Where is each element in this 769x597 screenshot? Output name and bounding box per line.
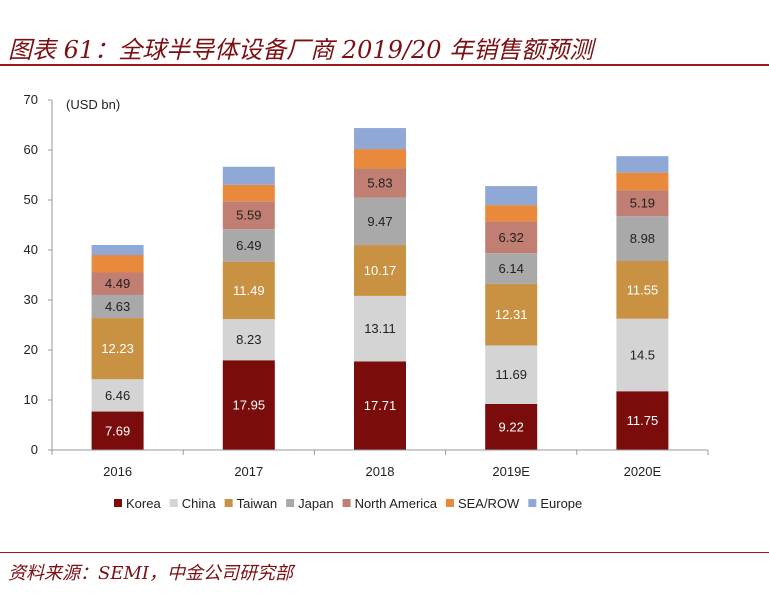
data-label: 9.22 (499, 419, 524, 434)
data-label: 8.23 (236, 332, 261, 347)
bar-segment (91, 245, 144, 255)
data-label: 11.49 (233, 283, 265, 298)
bar-segment (616, 318, 669, 392)
y-axis: 0 10 20 30 40 50 60 70 (24, 92, 53, 457)
legend-label: Europe (540, 496, 582, 511)
footer-divider (0, 552, 769, 553)
data-label: 11.69 (495, 367, 527, 382)
data-label: 5.19 (630, 196, 655, 211)
bar-segment (485, 345, 538, 404)
y-tick-label: 50 (24, 192, 38, 207)
chart-title: 图表 61：全球半导体设备厂商 2019/20 年销售额预测 (8, 36, 594, 64)
legend: Korea China Taiwan Japan North America SEA/RO… (114, 496, 582, 511)
bar-segment (616, 172, 669, 191)
legend-label: Japan (298, 496, 333, 511)
x-axis: 2016 2017 2018 2019E 2020E (51, 449, 709, 479)
data-label: 12.31 (495, 307, 528, 322)
data-label: 12.23 (101, 341, 134, 356)
data-label: 8.98 (630, 231, 655, 246)
legend-swatch (169, 499, 178, 507)
x-tick-label: 2018 (366, 464, 395, 479)
bar-segment (354, 197, 406, 246)
x-tick-label: 2017 (234, 464, 263, 479)
y-tick-label: 60 (24, 142, 38, 157)
bar-segment (222, 201, 275, 230)
bar-segment (91, 255, 144, 273)
bar-segment (222, 261, 275, 320)
y-tick-label: 70 (24, 92, 38, 107)
data-label: 6.49 (236, 238, 261, 253)
legend-label: Taiwan (237, 496, 277, 511)
bar-segment (91, 318, 144, 380)
bar-segment (616, 261, 669, 319)
data-labels: 7.69 6.46 12.23 4.63 4.49 17.95 8.23 11.49 6.49 5… (101, 176, 658, 439)
bar-segment (616, 190, 669, 217)
data-label: 17.71 (364, 398, 397, 413)
bar-segment (91, 294, 144, 319)
bar-segment (616, 391, 669, 450)
y-tick-label: 10 (24, 392, 38, 407)
data-label: 4.49 (105, 276, 130, 291)
legend-swatch (224, 499, 233, 507)
legend-swatch (445, 499, 454, 507)
bar-segment (616, 216, 669, 261)
bar-segment (485, 205, 538, 222)
bar-segment (354, 295, 406, 362)
data-label: 5.83 (367, 176, 392, 191)
legend-swatch (286, 499, 295, 507)
data-label: 7.69 (105, 423, 130, 438)
data-label: 6.14 (499, 261, 524, 276)
stacked-bar-chart: 0 10 20 30 40 50 60 70 (USD bn) 7.69 6.46 12.23 4.… (24, 92, 709, 511)
data-label: 5.59 (236, 208, 261, 223)
data-label: 10.17 (364, 263, 397, 278)
title-divider (0, 64, 769, 66)
bar-segment (485, 221, 538, 254)
bar-segment (354, 149, 406, 169)
legend-swatch (114, 499, 122, 507)
x-tick-label: 2019E (492, 464, 530, 479)
unit-label: (USD bn) (66, 97, 120, 112)
bar-segment (91, 379, 144, 412)
x-tick-label: 2020E (624, 464, 662, 479)
bar-segment (354, 128, 406, 150)
y-tick-label: 30 (24, 292, 38, 307)
bar-segment (222, 360, 275, 450)
legend-swatch (528, 499, 537, 507)
data-label: 13.11 (364, 321, 396, 336)
legend-swatch (342, 499, 351, 507)
data-label: 11.75 (627, 413, 659, 428)
data-label: 14.5 (630, 348, 655, 363)
bar-segment (354, 245, 406, 296)
bar-segment (222, 166, 275, 185)
bar-segment (91, 272, 144, 295)
bars (91, 128, 669, 450)
bar-segment (222, 184, 275, 202)
legend-label: China (182, 496, 217, 511)
bar-segment (485, 186, 538, 206)
bar-segment (354, 168, 406, 198)
bar-segment (222, 319, 275, 361)
data-label: 9.47 (367, 214, 392, 229)
bar-segment (91, 411, 144, 450)
bar-segment (616, 156, 669, 173)
data-label: 6.32 (499, 230, 524, 245)
y-tick-label: 0 (31, 442, 38, 457)
bar-segment (354, 361, 406, 450)
data-label: 11.55 (627, 282, 659, 297)
data-label: 6.46 (105, 388, 130, 403)
bar-segment (485, 283, 538, 346)
data-label: 4.63 (105, 299, 130, 314)
legend-label: SEA/ROW (458, 496, 520, 511)
data-label: 17.95 (233, 398, 266, 413)
x-tick-label: 2016 (103, 464, 132, 479)
bar-segment (485, 403, 538, 450)
bar-segment (222, 229, 275, 262)
y-tick-label: 40 (24, 242, 38, 257)
source-note: 资料来源：SEMI，中金公司研究部 (8, 563, 294, 584)
y-tick-label: 20 (24, 342, 38, 357)
legend-label: Korea (126, 496, 161, 511)
legend-label: North America (355, 496, 438, 511)
bar-segment (485, 253, 538, 284)
